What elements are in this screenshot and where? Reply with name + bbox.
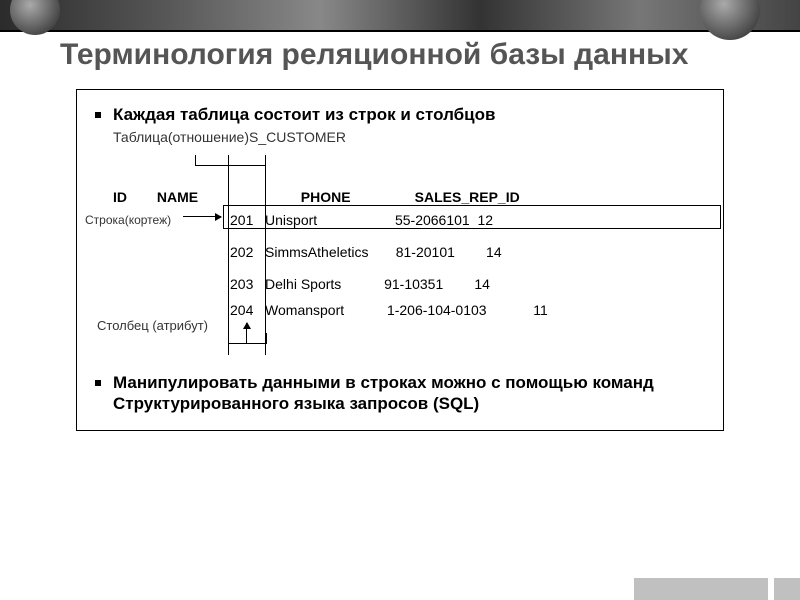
footer-bar [774,578,800,600]
column-headers: ID NAME PHONE SALES_REP_ID [113,189,520,205]
column-vline-left [228,155,229,355]
col-phone: PHONE [301,189,411,205]
bullet-bottom-text: Манипулировать данными в строках можно с… [113,372,705,415]
column-attribute-label: Столбец (атрибут) [97,318,208,333]
bullet-top-text: Каждая таблица состоит из строк и столбц… [113,104,495,125]
table-row: 201 Unisport 55-2066101 12 [230,207,548,233]
footer-bars [0,576,800,600]
footer-bar [634,578,768,600]
table-row: 203 Delhi Sports 91-10351 14 [230,271,548,297]
column-arrow [246,323,247,343]
table-body: 201 Unisport 55-2066101 12 202 SimmsAthe… [230,207,548,323]
decorative-top-band [0,0,800,32]
content-box: Каждая таблица состоит из строк и столбц… [76,89,724,431]
bullet-marker [95,112,101,118]
bullet-top: Каждая таблица состоит из строк и столбц… [95,104,705,125]
slide-title: Терминология реляционной базы данных [60,38,700,71]
col-sales-rep: SALES_REP_ID [415,189,520,205]
table-diagram: ID NAME PHONE SALES_REP_ID Строка(кортеж… [95,155,705,335]
table-row: 204 Womansport 1-206-104-0103 11 [230,297,548,323]
bullet-bottom: Манипулировать данными в строках можно с… [95,372,705,415]
table-relation-label: Таблица(отношение)S_CUSTOMER [113,129,705,145]
row-tuple-label: Строка(кортеж) [85,213,171,227]
table-bracket [195,155,266,166]
column-bottom-bracket [228,333,267,344]
bullet-marker [95,380,101,386]
col-name: NAME [157,189,297,205]
col-id: ID [113,189,153,205]
table-row: 202 SimmsAtheletics 81-20101 14 [230,239,548,265]
row-arrow [183,216,221,217]
